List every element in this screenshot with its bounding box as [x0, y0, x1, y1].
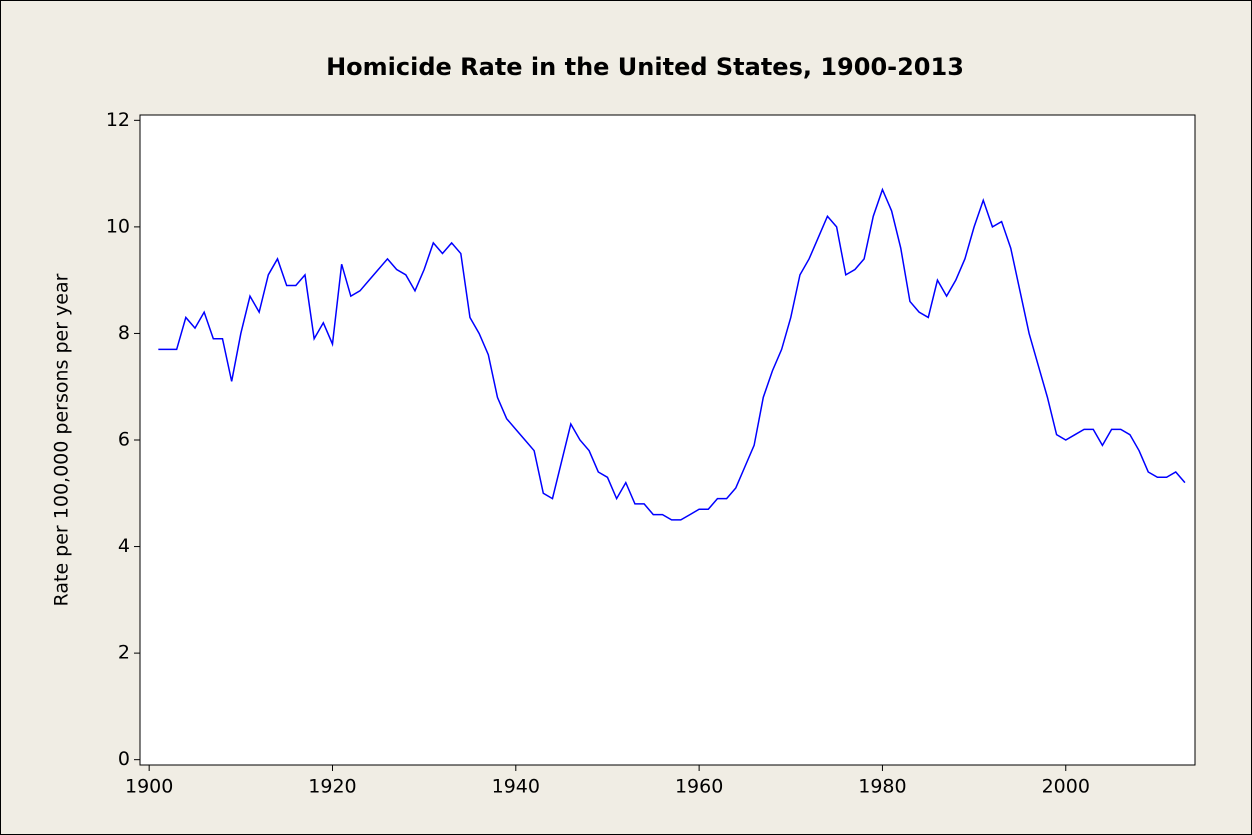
- chart-title: Homicide Rate in the United States, 1900…: [326, 53, 964, 81]
- x-tick-label: 1980: [858, 776, 906, 798]
- y-axis-label: Rate per 100,000 persons per year: [51, 273, 73, 606]
- x-tick-label: 1940: [492, 776, 540, 798]
- x-tick-label: 1920: [308, 776, 356, 798]
- y-tick-label: 0: [118, 748, 130, 770]
- y-tick-label: 2: [118, 642, 130, 664]
- y-tick-label: 8: [118, 322, 130, 344]
- x-tick-label: 1960: [675, 776, 723, 798]
- y-tick-label: 4: [118, 535, 130, 557]
- data-line: [158, 187, 1186, 521]
- y-tick-label: 6: [118, 429, 130, 451]
- y-tick-label: 12: [106, 109, 130, 131]
- x-tick-label: 1900: [125, 776, 173, 798]
- plot-area: [139, 114, 1196, 766]
- y-tick-label: 10: [106, 215, 130, 237]
- x-tick-label: 2000: [1042, 776, 1090, 798]
